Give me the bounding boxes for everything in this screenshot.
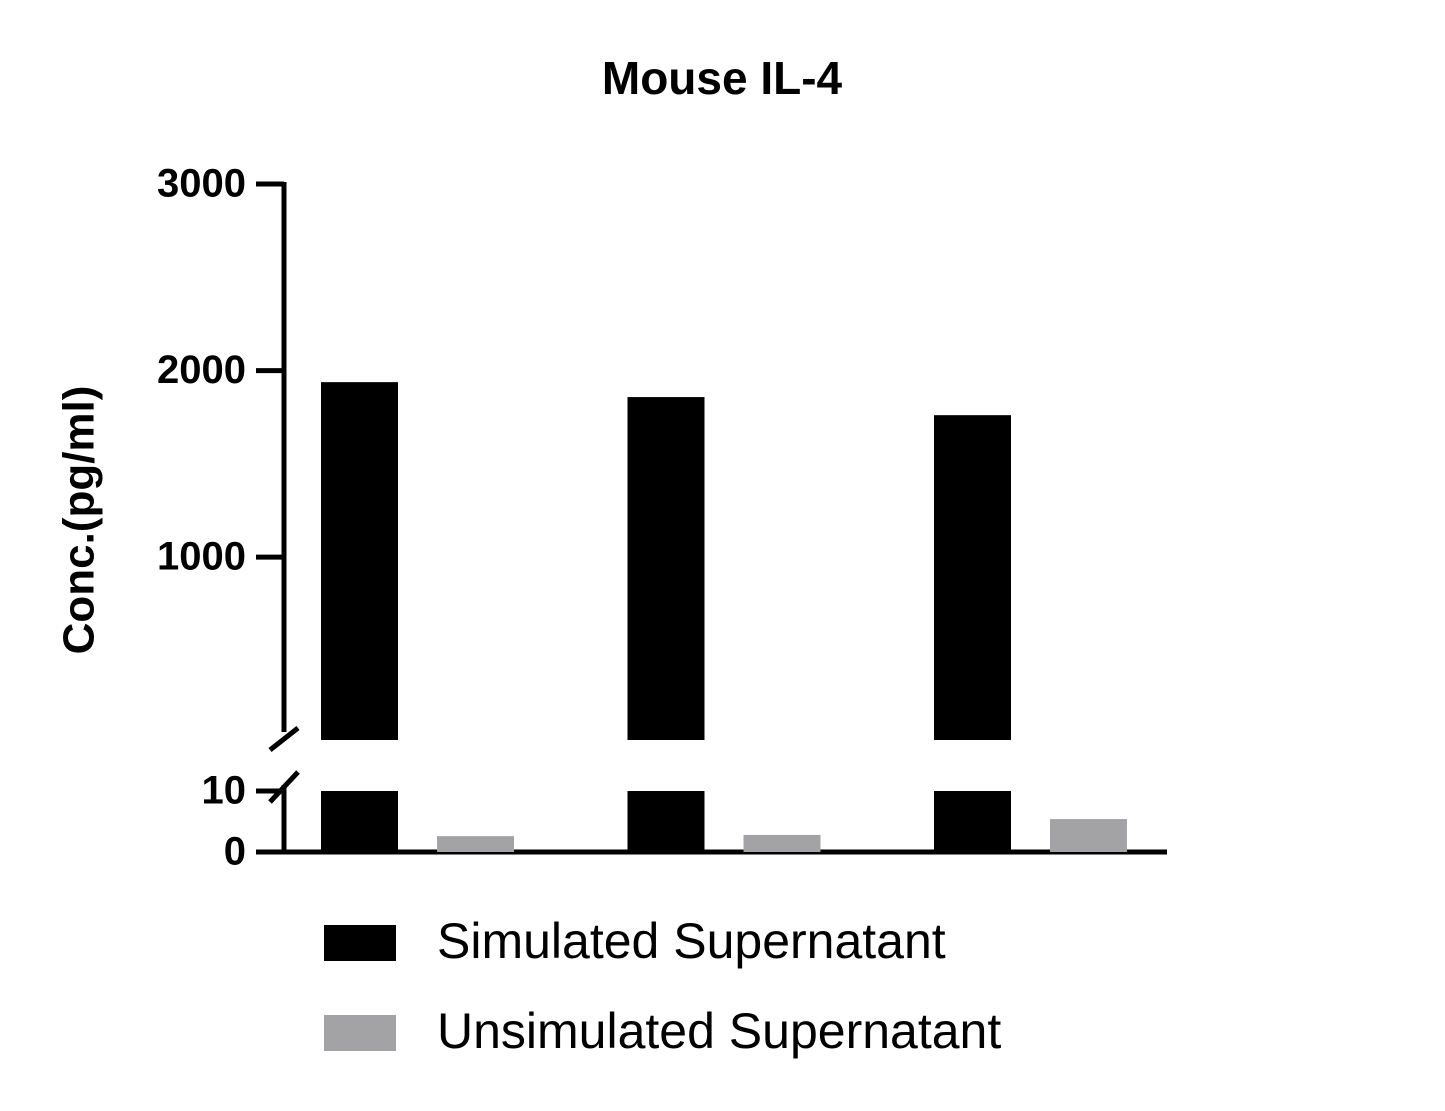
bar bbox=[321, 382, 398, 740]
axes bbox=[256, 182, 1167, 855]
y-axis-label: Conc.(pg/ml) bbox=[55, 386, 104, 655]
y-tick-label: 2000 bbox=[157, 348, 246, 392]
bar bbox=[627, 397, 705, 740]
legend-swatch bbox=[324, 1015, 396, 1051]
y-tick-label: 10 bbox=[202, 769, 247, 813]
y-tick-label: 3000 bbox=[157, 162, 246, 206]
bar bbox=[321, 791, 398, 852]
axis-break bbox=[268, 726, 300, 752]
bar bbox=[1050, 819, 1127, 852]
bar bbox=[437, 836, 514, 852]
legend-label: Simulated Supernatant bbox=[437, 913, 946, 969]
chart-title: Mouse IL-4 bbox=[602, 52, 843, 104]
y-tick-label: 0 bbox=[224, 830, 246, 874]
bar bbox=[627, 791, 705, 852]
bar bbox=[743, 834, 821, 852]
bar bbox=[934, 415, 1011, 740]
legend-swatch bbox=[324, 925, 396, 961]
bar bbox=[934, 791, 1011, 852]
axis-break bbox=[268, 770, 300, 804]
legend-label: Unsimulated Supernatant bbox=[437, 1003, 1001, 1059]
y-tick-label: 1000 bbox=[157, 535, 246, 579]
